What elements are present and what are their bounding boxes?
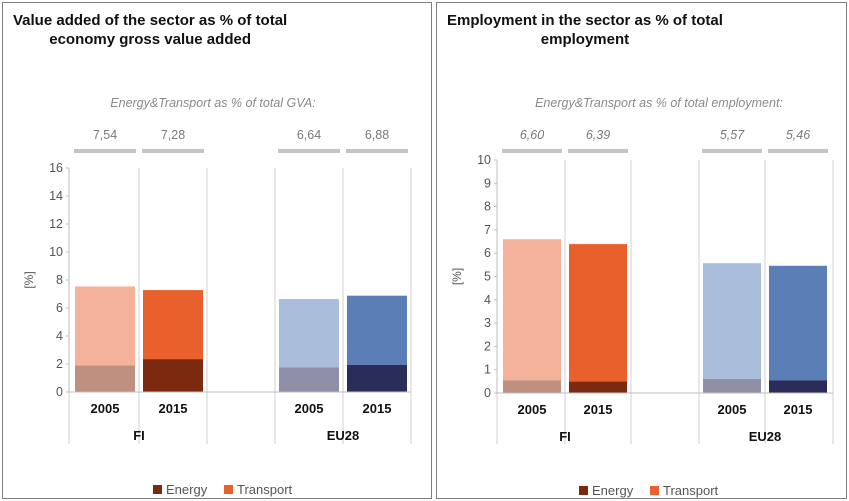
y-tick-label: 0	[484, 386, 491, 400]
legend-swatch-transport	[224, 485, 233, 494]
legend-swatch-energy	[153, 485, 162, 494]
y-tick-label: 8	[56, 273, 63, 287]
employment-title-line1: Employment in the sector as % of total	[447, 12, 723, 29]
legend-label-energy: Energy	[592, 483, 634, 498]
y-tick-label: 2	[484, 339, 491, 353]
total-marker	[142, 149, 204, 153]
x-category-label: 2015	[159, 401, 188, 416]
x-category-label: 2015	[784, 402, 813, 417]
legend-label-transport: Transport	[237, 482, 293, 497]
energy-bar	[703, 379, 761, 393]
transport-bar	[279, 299, 339, 368]
y-axis-label: [%]	[450, 268, 464, 285]
y-tick-label: 4	[484, 293, 491, 307]
x-category-label: 2005	[518, 402, 547, 417]
transport-bar	[503, 239, 561, 381]
energy-bar	[503, 380, 561, 393]
employment-chart-svg: Energy&Transport as % of total employmen…	[450, 96, 834, 498]
transport-bar	[75, 286, 135, 366]
gva-chart-svg: Energy&Transport as % of total GVA: 7,54 7…	[22, 96, 412, 497]
total-marker	[278, 149, 340, 153]
transport-bar	[703, 263, 761, 380]
energy-bar	[279, 367, 339, 392]
total-marker	[74, 149, 136, 153]
employment-chart-title: Employment in the sector as % of total e…	[447, 11, 723, 49]
total-label: 7,28	[161, 128, 185, 142]
y-tick-label: 6	[56, 301, 63, 315]
y-tick-label: 3	[484, 316, 491, 330]
transport-bar	[769, 265, 827, 381]
x-group-label: FI	[133, 428, 145, 443]
employment-chart-panel: Employment in the sector as % of total e…	[436, 2, 847, 499]
transport-bar	[347, 295, 407, 365]
gva-title-line1: Value added of the sector as % of total	[13, 12, 288, 29]
gva-chart-panel: Value added of the sector as % of total …	[2, 2, 432, 499]
y-tick-label: 4	[56, 329, 63, 343]
x-category-label: 2005	[295, 401, 324, 416]
transport-bar	[143, 290, 203, 360]
x-category-label: 2005	[91, 401, 120, 416]
y-tick-label: 6	[484, 246, 491, 260]
transport-bar	[569, 244, 627, 382]
y-tick-label: 10	[477, 153, 491, 167]
energy-bar	[569, 381, 627, 393]
gva-chart-title: Value added of the sector as % of total …	[13, 11, 287, 49]
total-label: 7,54	[93, 128, 117, 142]
employment-title-line2: employment	[540, 31, 630, 48]
energy-bar	[75, 365, 135, 392]
total-label: 6,60	[520, 128, 544, 142]
y-tick-label: 0	[56, 385, 63, 399]
y-tick-label: 7	[484, 223, 491, 237]
gva-title-line2: economy gross value added	[49, 31, 251, 48]
energy-bar	[347, 364, 407, 392]
legend-label-energy: Energy	[166, 482, 208, 497]
total-marker	[346, 149, 408, 153]
x-category-label: 2015	[363, 401, 392, 416]
y-tick-label: 12	[49, 217, 63, 231]
total-marker	[702, 149, 762, 153]
total-label: 6,88	[365, 128, 389, 142]
legend-label-transport: Transport	[663, 483, 719, 498]
y-tick-label: 8	[484, 200, 491, 214]
subtitle: Energy&Transport as % of total GVA:	[110, 96, 315, 110]
y-tick-label: 14	[49, 189, 63, 203]
y-tick-label: 2	[56, 357, 63, 371]
x-group-label: EU28	[327, 428, 360, 443]
y-tick-label: 9	[484, 176, 491, 190]
y-tick-label: 16	[49, 161, 63, 175]
total-label: 5,57	[720, 128, 745, 142]
total-label: 6,39	[586, 128, 610, 142]
subtitle: Energy&Transport as % of total employmen…	[535, 96, 783, 110]
energy-bar	[143, 359, 203, 392]
x-group-label: FI	[559, 429, 571, 444]
total-marker	[502, 149, 562, 153]
y-tick-label: 5	[484, 270, 491, 284]
x-category-label: 2015	[584, 402, 613, 417]
y-axis-label: [%]	[22, 271, 36, 288]
total-label: 5,46	[786, 128, 810, 142]
total-marker	[768, 149, 828, 153]
total-label: 6,64	[297, 128, 321, 142]
legend-swatch-transport	[650, 486, 659, 495]
total-marker	[568, 149, 628, 153]
x-group-label: EU28	[749, 429, 782, 444]
y-tick-label: 10	[49, 245, 63, 259]
x-category-label: 2005	[718, 402, 747, 417]
y-tick-label: 1	[484, 363, 491, 377]
legend-swatch-energy	[579, 486, 588, 495]
energy-bar	[769, 380, 827, 393]
